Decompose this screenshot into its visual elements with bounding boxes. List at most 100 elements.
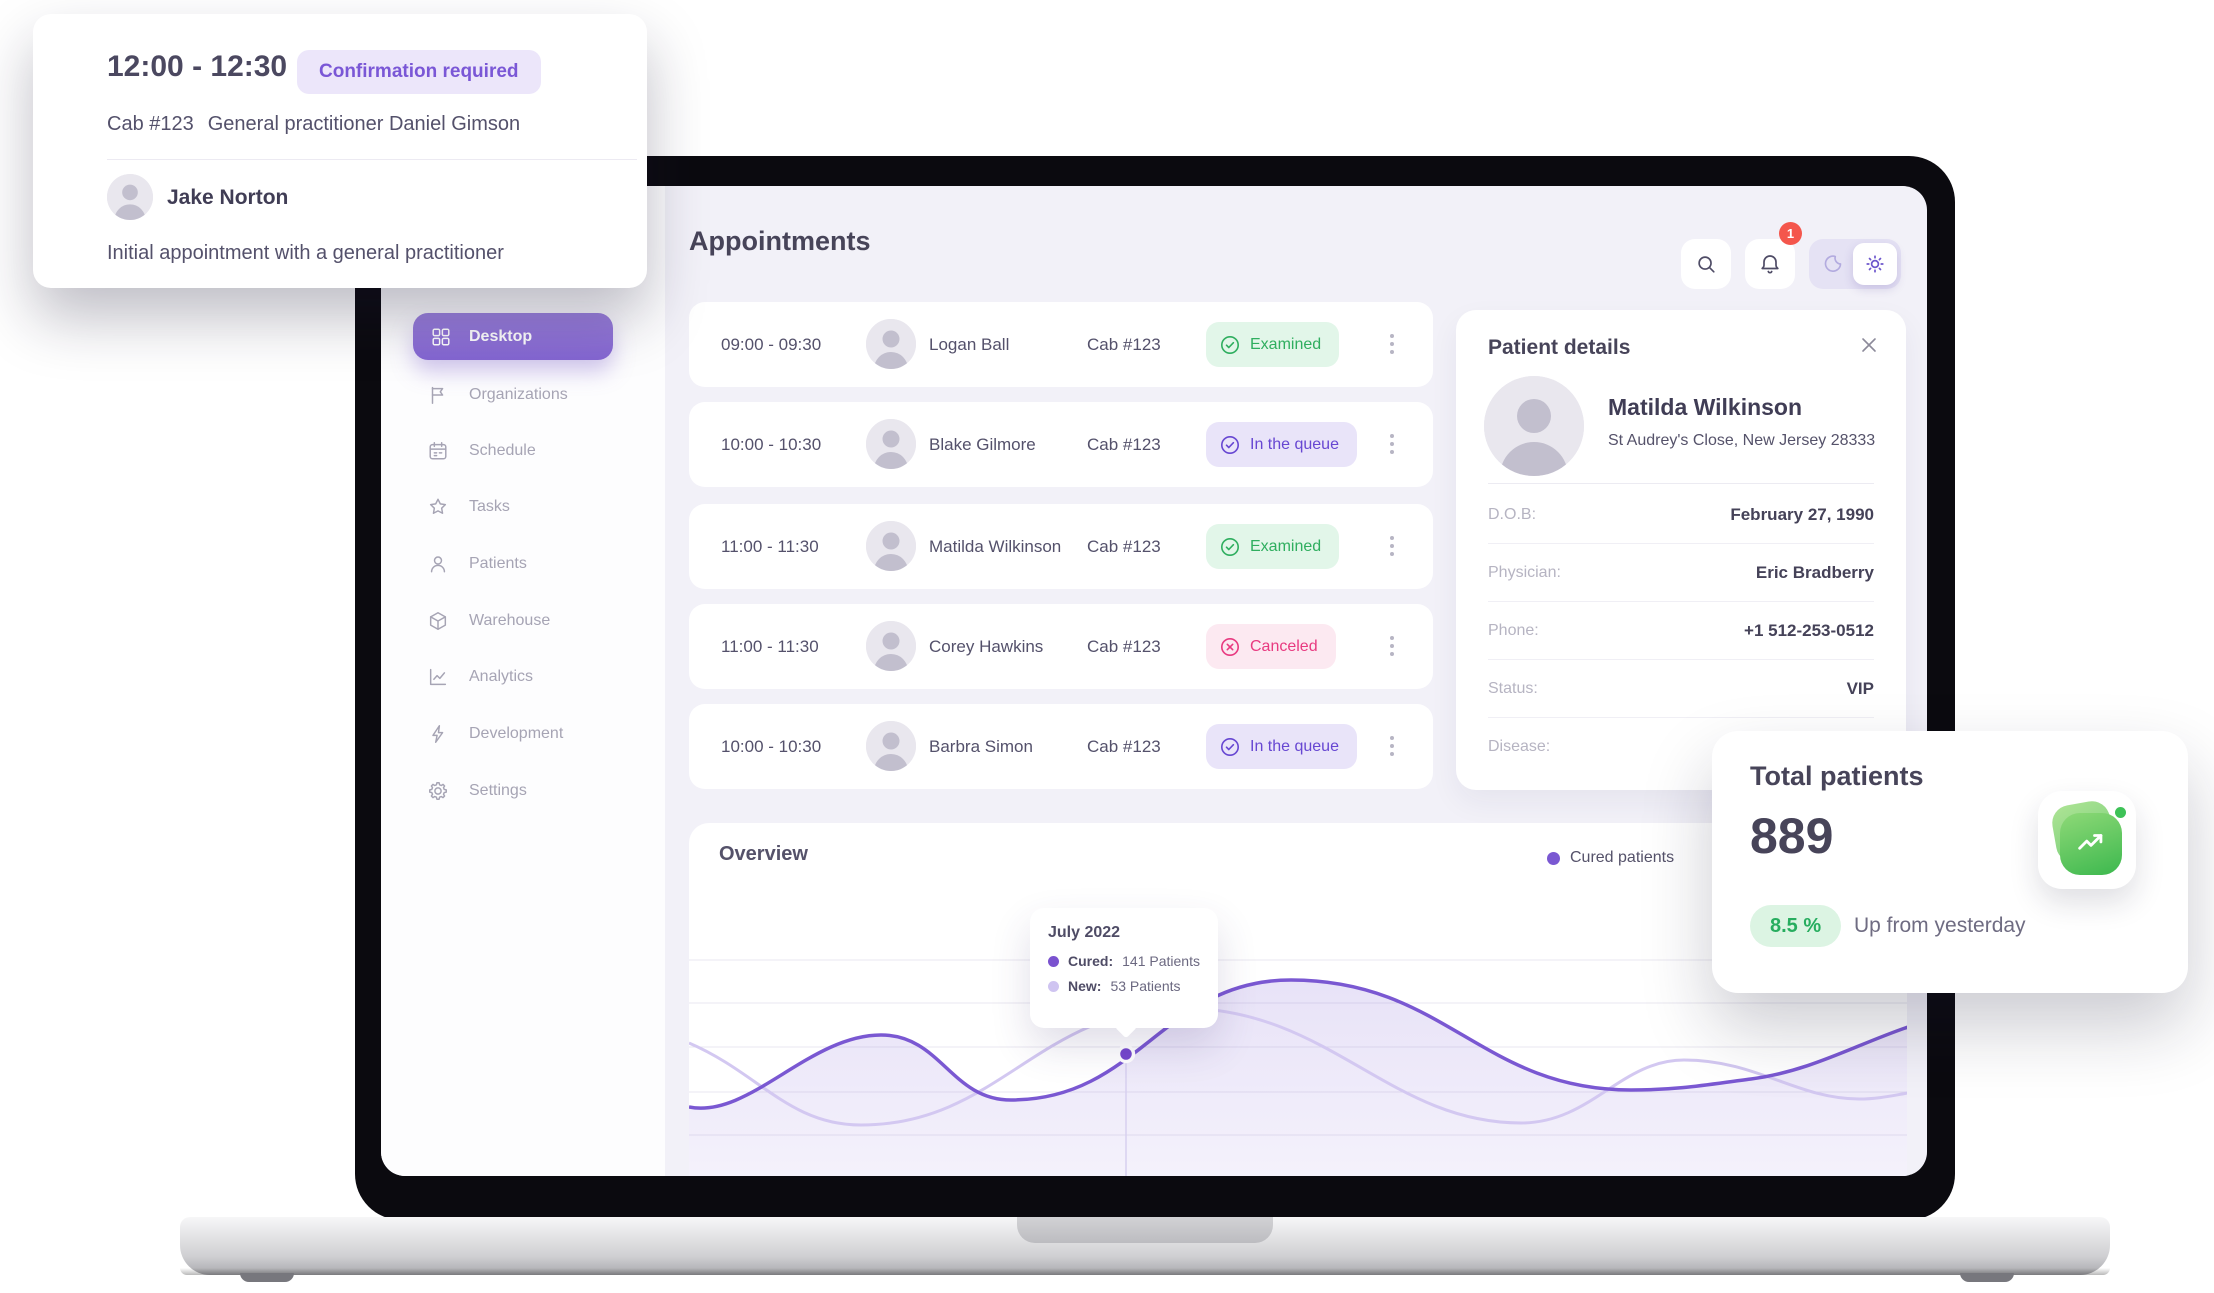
- status-badge: Examined: [1206, 322, 1340, 367]
- laptop-foot-left: [240, 1273, 294, 1282]
- field-value: Eric Bradberry: [1755, 562, 1874, 582]
- status-label: In the queue: [1250, 737, 1339, 755]
- box-icon: [427, 610, 449, 632]
- sidebar-item-patients[interactable]: Patients: [427, 540, 527, 587]
- check-circle-icon: [1219, 736, 1241, 758]
- calendar-icon: [427, 440, 449, 462]
- sidebar-item-label: Settings: [469, 781, 527, 799]
- patient-field-row: Phone: +1 512-253-0512: [1488, 602, 1874, 660]
- field-value: +1 512-253-0512: [1744, 620, 1874, 640]
- theme-toggle[interactable]: [1809, 239, 1901, 289]
- status-dot: [2115, 807, 2126, 818]
- appointment-popup-card: 12:00 - 12:30 Confirmation required Cab …: [33, 14, 647, 288]
- status-label: Examined: [1250, 537, 1322, 555]
- user-icon: [427, 553, 449, 575]
- search-button[interactable]: [1681, 239, 1731, 289]
- series-value: 141 Patients: [1122, 953, 1200, 969]
- patient-avatar: [866, 621, 916, 671]
- delta-caption: Up from yesterday: [1854, 914, 2026, 937]
- sidebar-item-settings[interactable]: Settings: [427, 767, 527, 814]
- sun-icon: [1863, 252, 1887, 276]
- stat-icon-tile: [2038, 791, 2136, 889]
- status-label: Examined: [1250, 335, 1322, 353]
- notification-badge: 1: [1779, 222, 1802, 245]
- patient-field-row: Status: VIP: [1488, 660, 1874, 718]
- appointment-info: Cab #123 General practitioner Daniel Gims…: [107, 113, 520, 136]
- sidebar-item-analytics[interactable]: Analytics: [427, 653, 533, 700]
- row-menu-button[interactable]: [1389, 734, 1395, 758]
- field-value: February 27, 1990: [1730, 504, 1874, 524]
- sidebar-item-development[interactable]: Development: [427, 710, 563, 757]
- star-icon: [427, 496, 449, 518]
- kebab-icon: [1389, 534, 1395, 558]
- patient-name: Logan Ball: [929, 335, 1010, 354]
- appointment-time: 11:00 - 11:30: [721, 637, 819, 656]
- chart-tooltip: July 2022 Cured: 141 Patients New: 53 Patie…: [1030, 908, 1218, 1028]
- field-label: Disease:: [1488, 738, 1551, 755]
- patient-name: Matilda Wilkinson: [1608, 394, 1803, 420]
- dashboard-screen: Desktop Organizations Schedule Tasks Patient…: [381, 186, 1927, 1176]
- kebab-icon: [1389, 634, 1395, 658]
- check-circle-icon: [1219, 334, 1241, 356]
- series-dot: [1048, 980, 1059, 992]
- appointment-row[interactable]: 11:00 - 11:30 Corey Hawkins Cab #123 Cancel…: [689, 604, 1433, 689]
- row-menu-button[interactable]: [1389, 332, 1395, 356]
- sidebar: Desktop Organizations Schedule Tasks Patient…: [381, 186, 665, 1176]
- status-label: Canceled: [1250, 637, 1318, 655]
- appointment-note: Initial appointment with a general pract…: [107, 242, 504, 264]
- patient-avatar: [866, 419, 916, 469]
- divider: [1488, 483, 1874, 484]
- close-icon[interactable]: [1860, 336, 1878, 354]
- check-circle-icon: [1219, 536, 1241, 558]
- field-label: Physician:: [1488, 563, 1561, 581]
- appointment-row[interactable]: 10:00 - 10:30 Blake Gilmore Cab #123 In the…: [689, 402, 1433, 487]
- total-patients-value: 889: [1750, 808, 1834, 864]
- appointment-row[interactable]: 11:00 - 11:30 Matilda Wilkinson Cab #123 Ex…: [689, 504, 1433, 589]
- kebab-icon: [1389, 432, 1395, 456]
- sidebar-item-label: Patients: [469, 554, 527, 572]
- cured-patients-line: [689, 978, 1907, 1110]
- tooltip-row: Cured: 141 Patients: [1048, 953, 1200, 969]
- sidebar-item-label: Desktop: [469, 327, 533, 345]
- laptop-base: [180, 1217, 2110, 1275]
- appointment-time: 12:00 - 12:30: [107, 50, 288, 83]
- laptop-frame: Desktop Organizations Schedule Tasks Patient…: [355, 156, 1955, 1220]
- overview-title: Overview: [719, 843, 808, 865]
- delta-badge: 8.5 %: [1750, 905, 1842, 947]
- sidebar-item-schedule[interactable]: Schedule: [427, 427, 536, 474]
- appointment-row[interactable]: 09:00 - 09:30 Logan Ball Cab #123 Examined: [689, 302, 1433, 387]
- patient-avatar: [866, 721, 916, 771]
- sidebar-item-tasks[interactable]: Tasks: [427, 483, 510, 530]
- sidebar-item-label: Organizations: [469, 385, 568, 403]
- status-badge: In the queue: [1206, 724, 1357, 769]
- search-icon: [1695, 253, 1717, 275]
- sidebar-item-desktop[interactable]: Desktop: [413, 313, 613, 360]
- light-mode-button[interactable]: [1853, 243, 1897, 285]
- dark-mode-button[interactable]: [1813, 243, 1853, 285]
- notifications-button[interactable]: [1745, 239, 1795, 289]
- field-label: Phone:: [1488, 621, 1539, 639]
- sidebar-item-organizations[interactable]: Organizations: [427, 371, 568, 418]
- practitioner-label: General practitioner Daniel Gimson: [207, 113, 521, 135]
- status-label: In the queue: [1250, 435, 1339, 453]
- status-badge: Examined: [1206, 524, 1340, 569]
- cured-area-fill: [689, 980, 1907, 1176]
- cab-label: Cab #123: [1087, 537, 1161, 556]
- series-label: Cured:: [1068, 953, 1114, 969]
- appointment-row[interactable]: 10:00 - 10:30 Barbra Simon Cab #123 In the …: [689, 704, 1433, 789]
- patient-field-row: Disease:: [1488, 718, 1874, 776]
- sidebar-item-warehouse[interactable]: Warehouse: [427, 597, 550, 644]
- row-menu-button[interactable]: [1389, 534, 1395, 558]
- field-label: D.O.B:: [1488, 505, 1537, 523]
- cab-label: Cab #123: [1087, 435, 1161, 454]
- chart-icon: [427, 666, 449, 688]
- row-menu-button[interactable]: [1389, 634, 1395, 658]
- new-patients-line: [689, 1006, 1907, 1127]
- row-menu-button[interactable]: [1389, 432, 1395, 456]
- total-patients-title: Total patients: [1750, 761, 1924, 791]
- series-value: 53 Patients: [1110, 978, 1181, 994]
- chart-marker-dot: [1116, 1044, 1136, 1064]
- tooltip-rows: Cured: 141 Patients New: 53 Patients: [1048, 953, 1200, 994]
- field-label: Status:: [1488, 679, 1538, 697]
- patient-name: Jake Norton: [167, 186, 289, 209]
